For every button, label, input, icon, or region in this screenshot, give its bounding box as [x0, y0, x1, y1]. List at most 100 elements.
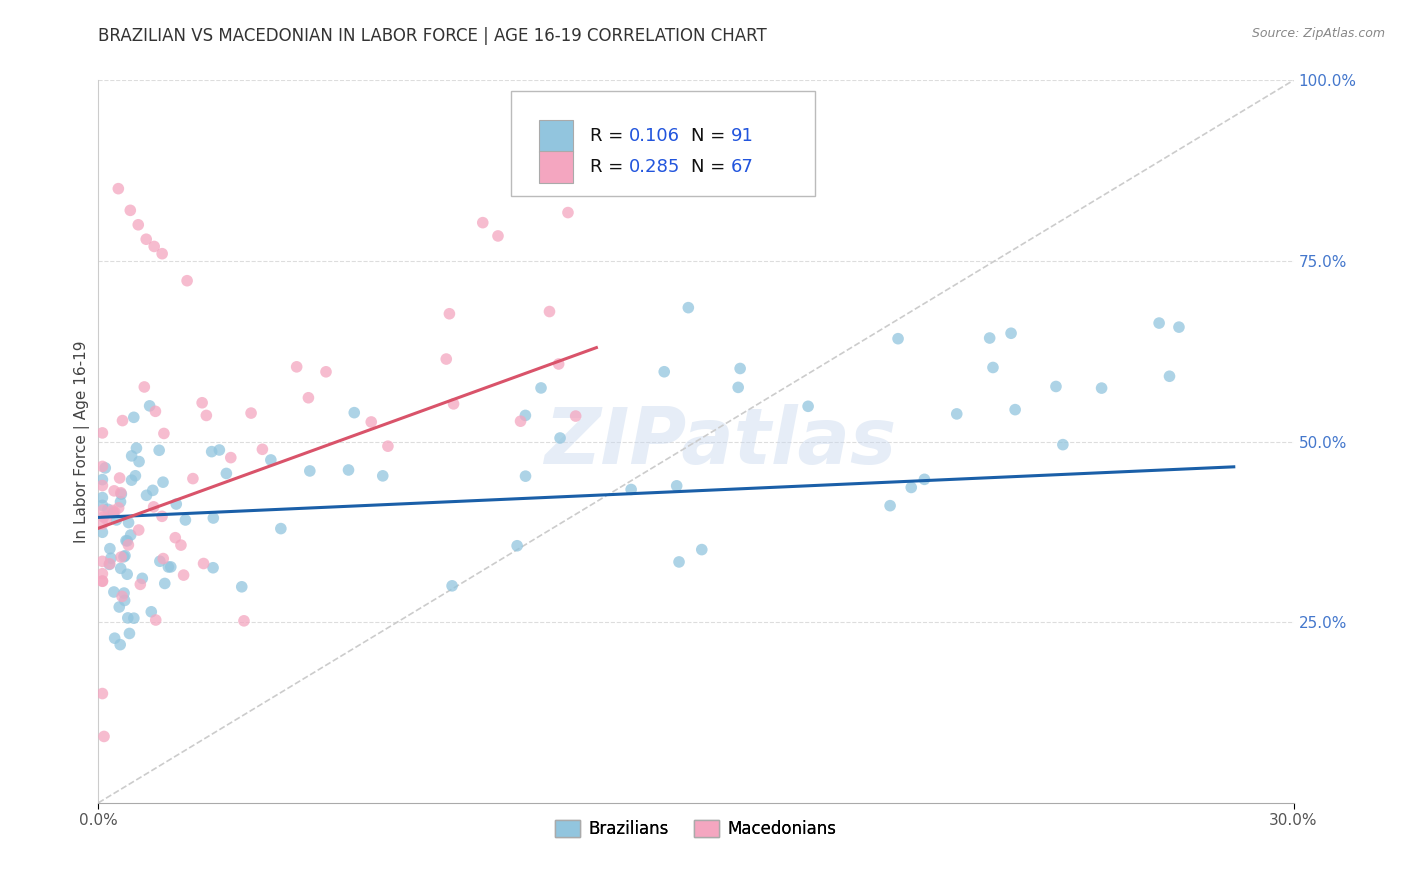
Text: ZIPatlas: ZIPatlas: [544, 403, 896, 480]
Point: [652, 365, 675, 379]
Point: [104, 505, 127, 519]
Point: [128, 523, 150, 537]
Point: [108, 471, 131, 485]
FancyBboxPatch shape: [540, 120, 572, 153]
Point: [131, 571, 153, 585]
Point: [134, 380, 156, 394]
Point: [94, 461, 117, 475]
Point: [150, 246, 173, 260]
Point: [110, 561, 132, 575]
Point: [557, 205, 579, 219]
Text: R =: R =: [589, 127, 628, 145]
Point: [471, 216, 494, 230]
Point: [91, 473, 114, 487]
Point: [548, 431, 571, 445]
Text: R =: R =: [589, 158, 628, 176]
Point: [122, 410, 145, 425]
Point: [1000, 326, 1022, 341]
Text: Source: ZipAtlas.com: Source: ZipAtlas.com: [1251, 27, 1385, 40]
Point: [125, 441, 148, 455]
Point: [152, 475, 174, 490]
Point: [117, 516, 139, 530]
Point: [443, 397, 465, 411]
Point: [690, 542, 713, 557]
Point: [93, 510, 115, 524]
Point: [150, 509, 173, 524]
Point: [121, 449, 143, 463]
Point: [91, 554, 114, 568]
Point: [202, 560, 225, 574]
Point: [879, 499, 901, 513]
Point: [337, 463, 360, 477]
Text: 0.285: 0.285: [628, 158, 681, 176]
Point: [112, 549, 135, 564]
Point: [252, 442, 274, 457]
Point: [91, 499, 114, 513]
Point: [298, 464, 321, 478]
Point: [174, 513, 197, 527]
Point: [201, 444, 224, 458]
Point: [620, 483, 643, 497]
Point: [110, 485, 132, 500]
Point: [91, 478, 114, 492]
Point: [439, 307, 461, 321]
Point: [127, 218, 149, 232]
Point: [434, 352, 457, 367]
Point: [100, 551, 122, 566]
Point: [115, 533, 138, 548]
Point: [297, 391, 319, 405]
Point: [91, 687, 114, 701]
Point: [108, 638, 131, 652]
Point: [159, 560, 181, 574]
Point: [118, 626, 141, 640]
Point: [117, 533, 139, 548]
Point: [98, 557, 121, 571]
Point: [91, 574, 114, 588]
Point: [538, 304, 561, 318]
Point: [115, 567, 138, 582]
Point: [193, 557, 215, 571]
Point: [91, 425, 114, 440]
Point: [108, 600, 131, 615]
Point: [979, 331, 1001, 345]
Point: [153, 576, 176, 591]
Point: [114, 549, 136, 563]
Point: [153, 426, 176, 441]
Point: [104, 631, 127, 645]
Point: [110, 495, 132, 509]
Point: [142, 500, 165, 514]
Point: [145, 404, 167, 418]
Point: [173, 568, 195, 582]
Point: [148, 443, 170, 458]
Legend: Brazilians, Macedonians: Brazilians, Macedonians: [548, 814, 844, 845]
Point: [91, 566, 114, 581]
Point: [343, 406, 366, 420]
Point: [149, 554, 172, 568]
Text: 0.106: 0.106: [628, 127, 681, 145]
Point: [506, 539, 529, 553]
Point: [120, 203, 142, 218]
Point: [797, 399, 820, 413]
Point: [165, 531, 187, 545]
Point: [101, 503, 124, 517]
Point: [105, 513, 128, 527]
Point: [270, 522, 292, 536]
Point: [157, 560, 180, 574]
Point: [441, 579, 464, 593]
Point: [371, 468, 394, 483]
Point: [202, 511, 225, 525]
Point: [260, 453, 283, 467]
Point: [912, 472, 935, 486]
Point: [240, 406, 263, 420]
Point: [208, 442, 231, 457]
Point: [152, 551, 174, 566]
Point: [112, 586, 135, 600]
Point: [111, 590, 134, 604]
Point: [486, 228, 509, 243]
Point: [93, 730, 115, 744]
Point: [530, 381, 553, 395]
Point: [135, 232, 157, 246]
Point: [129, 577, 152, 591]
Point: [315, 365, 337, 379]
Point: [981, 360, 1004, 375]
